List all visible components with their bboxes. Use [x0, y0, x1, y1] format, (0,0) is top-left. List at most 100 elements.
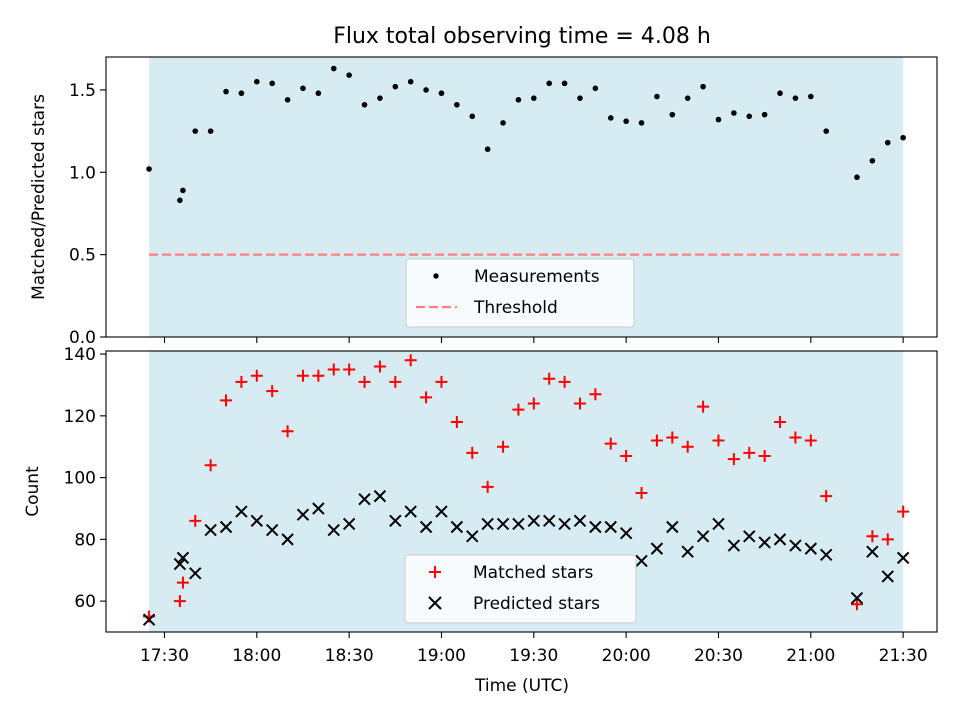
matched-star-point: [666, 431, 679, 444]
measurement-point: [346, 72, 352, 78]
matched-star-point: [189, 514, 202, 527]
predicted-star-point: [512, 517, 525, 531]
measurement-point: [761, 111, 768, 118]
predicted-star-point: [450, 520, 464, 534]
measurement-point: [900, 134, 906, 141]
predicted-star-point: [619, 526, 633, 540]
predicted-star-point: [327, 523, 340, 537]
predicted-star-point: [173, 557, 187, 571]
matched-star-point: [635, 487, 648, 500]
matched-star-point: [650, 434, 663, 447]
matched-star-point: [281, 425, 294, 438]
measurement-point: [254, 78, 260, 85]
predicted-star-point: [896, 551, 910, 565]
y-tick-label: 1.0: [69, 163, 96, 183]
predicted-star-point: [604, 520, 617, 534]
measurement-point: [669, 111, 676, 118]
matched-star-point: [850, 598, 863, 611]
measurement-point: [146, 166, 152, 172]
matched-star-point: [881, 533, 894, 546]
legend-matched-label: Matched stars: [473, 563, 593, 583]
predicted-star-point: [635, 554, 648, 568]
matched-star-point: [204, 459, 217, 472]
predicted-star-point: [419, 520, 433, 534]
count-panel: 60 80 100 120 140 17:30 18:00 18:30 19:00 19:30 2…: [23, 345, 938, 696]
predicted-star-point: [542, 514, 556, 528]
matched-star-point: [589, 388, 602, 401]
y-tick-label: 80: [74, 530, 96, 550]
matched-star-point: [435, 375, 448, 388]
y-tick-label: 100: [64, 469, 96, 489]
matched-star-point: [620, 449, 633, 462]
matched-star-point: [373, 360, 386, 373]
bottom-y-axis-label: Count: [23, 466, 43, 517]
y-tick-label: 140: [64, 345, 96, 365]
matched-star-point: [327, 363, 340, 376]
legend-measurements-label: Measurements: [474, 267, 600, 287]
matched-star-point: [558, 375, 571, 388]
predicted-star-point: [696, 530, 710, 543]
measurement-point: [638, 120, 645, 126]
measurement-point: [361, 101, 368, 108]
measurement-point: [177, 197, 183, 204]
matched-star-point: [481, 480, 494, 493]
measurement-point: [392, 83, 399, 90]
matched-star-point: [343, 363, 356, 376]
predicted-star-point: [650, 542, 664, 555]
matched-star-point: [758, 449, 771, 462]
x-tick-label: 18:00: [232, 646, 281, 666]
matched-star-point: [527, 397, 540, 410]
measurement-point: [223, 88, 229, 95]
bottom-x-ticks: 17:30 18:00 18:30 19:00 19:30 20:00 20:30 21:00…: [140, 632, 928, 666]
y-tick-label: 120: [64, 407, 96, 427]
measurement-point: [531, 95, 537, 101]
measurement-point: [607, 115, 614, 121]
matched-star-point: [389, 375, 402, 388]
measurement-point: [377, 95, 383, 101]
predicted-star-point: [250, 514, 264, 528]
measurement-point: [469, 113, 476, 120]
matched-star-point: [296, 369, 309, 382]
predicted-star-point: [296, 508, 310, 521]
legend-threshold-label: Threshold: [473, 298, 558, 318]
predicted-star-point: [176, 551, 190, 565]
x-tick-label: 19:00: [417, 646, 466, 666]
predicted-star-point: [666, 520, 679, 534]
ratio-panel: 0.0 0.5 1.0 1.5 Matched/Predicted stars Mea…: [29, 56, 938, 348]
y-tick-label: 0.5: [69, 246, 96, 266]
predicted-star-point: [404, 505, 417, 518]
bottom-legend: Matched stars Predicted stars: [404, 554, 637, 624]
predicted-star-point: [219, 520, 233, 534]
predicted-star-point: [727, 539, 741, 552]
predicted-star-point: [358, 493, 371, 506]
bottom-y-ticks: 60 80 100 120 140: [64, 345, 106, 612]
x-tick-label: 17:30: [140, 646, 189, 666]
measurement-point: [515, 97, 522, 103]
y-tick-label: 0.0: [69, 328, 96, 348]
matched-star-point: [897, 505, 910, 518]
matched-star-point: [789, 431, 802, 444]
predicted-star-point: [312, 502, 325, 515]
matched-star-point: [804, 434, 817, 447]
measurement-point: [715, 116, 722, 123]
predicted-star-point: [804, 542, 818, 555]
matched-star-point: [176, 576, 189, 589]
measurement-point: [484, 146, 491, 153]
predicted-star-point: [773, 533, 787, 546]
predicted-star-point: [819, 548, 833, 562]
chart-title: Flux total observing time = 4.08 h: [333, 24, 711, 49]
matched-star-point: [220, 394, 233, 407]
predicted-star-point: [235, 505, 248, 518]
predicted-star-point: [142, 613, 156, 626]
top-legend: Measurements Threshold: [405, 258, 635, 328]
measurement-point: [577, 95, 583, 101]
matched-star-point: [604, 437, 617, 450]
matched-star-point: [573, 397, 586, 410]
legend-predicted-marker: [428, 596, 442, 610]
x-tick-label: 20:00: [602, 646, 651, 666]
measurement-point: [315, 90, 322, 97]
predicted-star-point: [342, 517, 356, 531]
measurement-point: [884, 139, 891, 146]
legend-matched-marker: [429, 566, 441, 578]
measurement-point: [284, 97, 291, 103]
